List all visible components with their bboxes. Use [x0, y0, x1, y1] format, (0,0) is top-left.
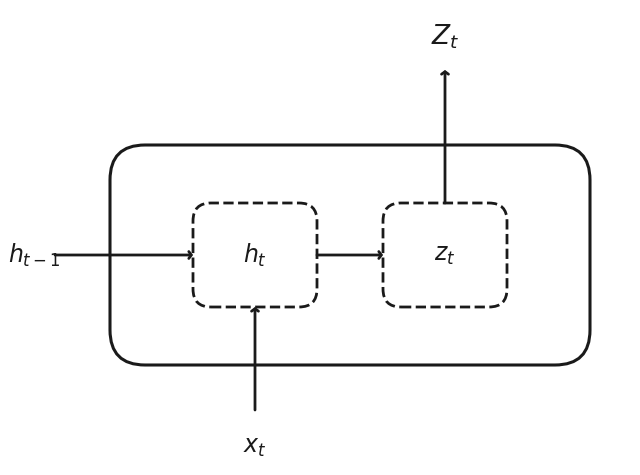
- Text: $x_t$: $x_t$: [243, 435, 267, 459]
- Text: $z_t$: $z_t$: [435, 243, 456, 267]
- Text: $h_{t-1}$: $h_{t-1}$: [8, 241, 61, 268]
- Text: $Z_t$: $Z_t$: [431, 23, 460, 51]
- Text: $h_t$: $h_t$: [243, 241, 267, 268]
